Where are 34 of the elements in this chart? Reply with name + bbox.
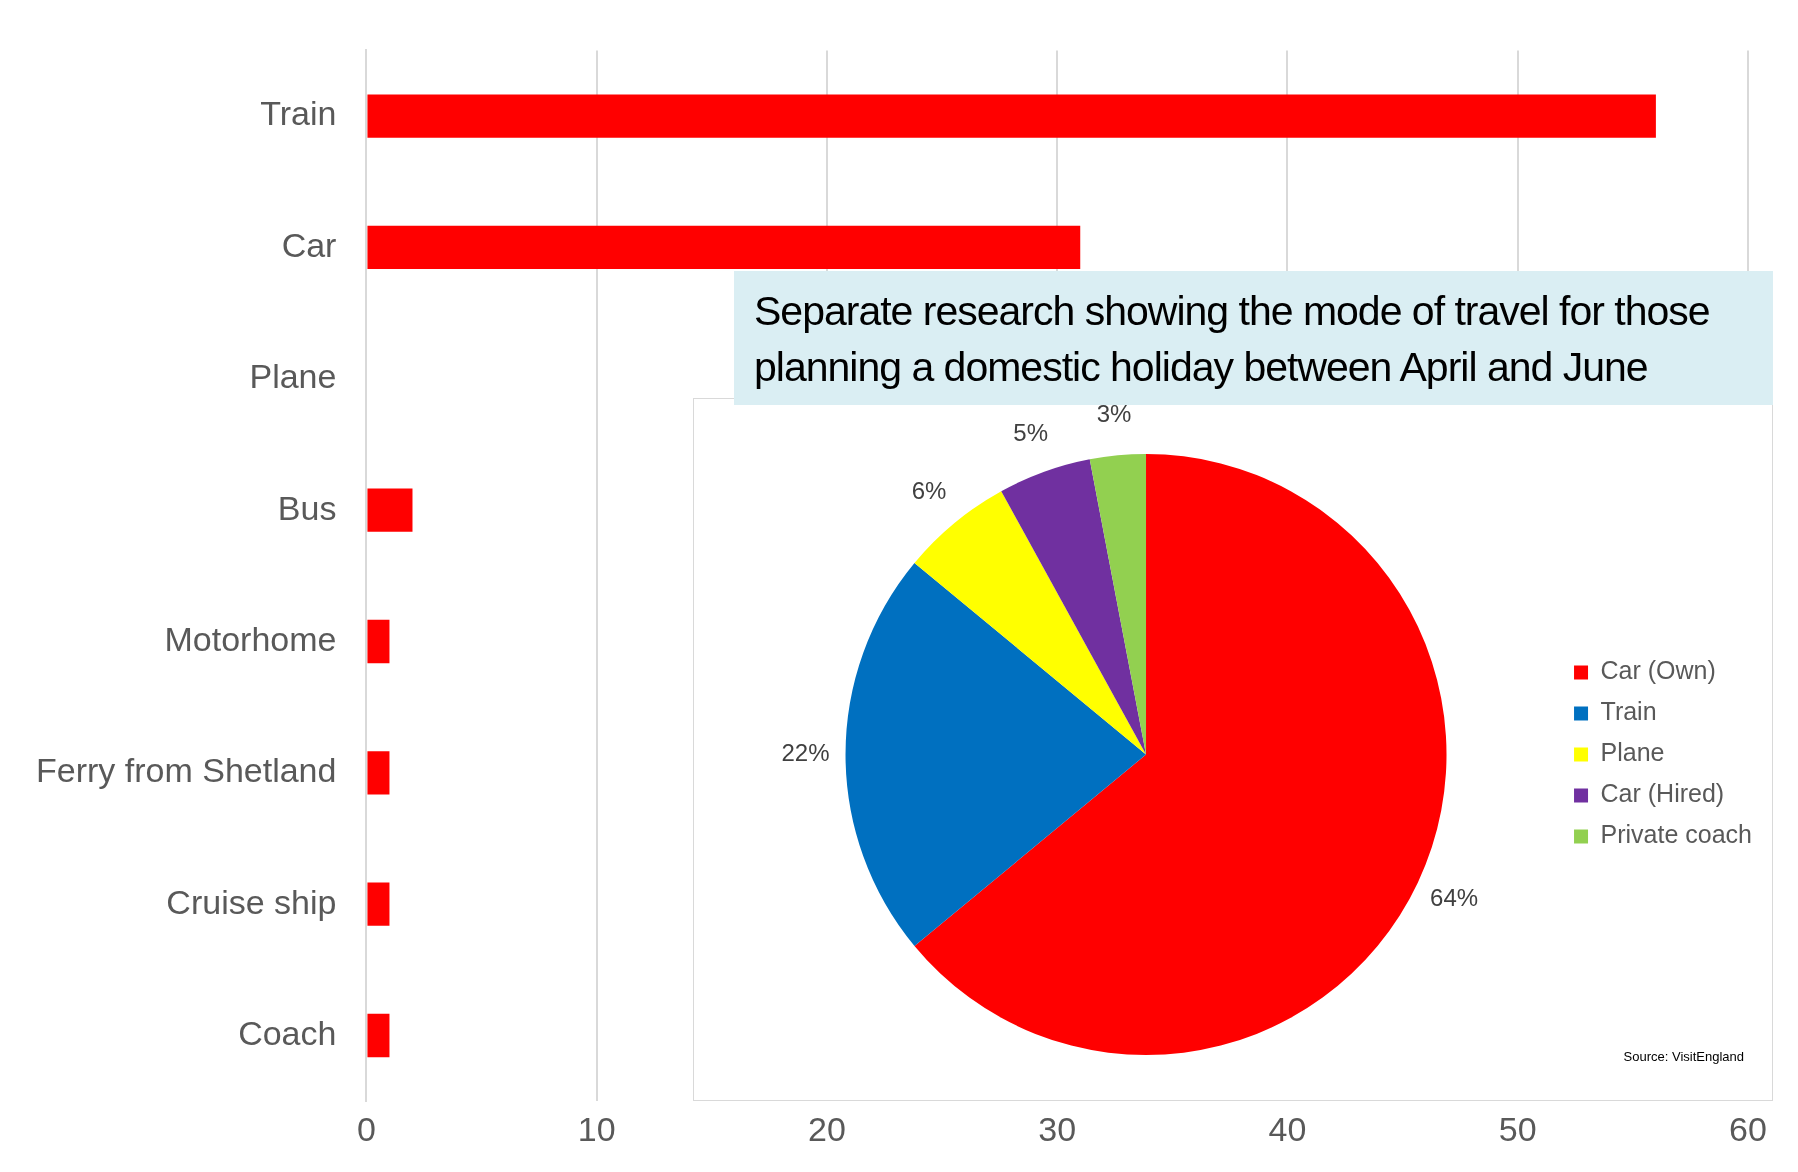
data-label: 64% [1430,884,1479,912]
legend-label: Car (Hired) [1600,779,1725,808]
y-tick-label: Train [260,94,337,133]
y-tick-label: Bus [277,488,337,527]
y-tick-label: Motorhome [164,619,337,658]
y-tick-label: Ferry from Shetland [35,751,337,790]
legend-label: Private coach [1600,820,1752,849]
bar [367,882,390,926]
bar [367,488,413,532]
legend-label: Car (Own) [1600,656,1716,685]
data-label: 6% [911,476,947,504]
x-tick-label: 0 [356,1109,376,1148]
x-tick-label: 10 [577,1109,616,1148]
bar [367,225,1081,270]
x-tick-label: 50 [1498,1109,1537,1148]
y-tick-label: Cruise ship [166,882,337,921]
x-tick-label: 30 [1038,1109,1077,1148]
chart-title: Separate research showing the mode of travel for those planning a domestic holiday between April and June [754,288,1710,390]
x-tick-label: 60 [1729,1109,1767,1148]
annotation: Source: VisitEngland [1623,1049,1744,1064]
x-tick-label: 20 [808,1109,846,1148]
bar [367,94,1656,138]
bar [367,751,390,795]
data-label: 3% [1096,400,1132,428]
x-tick-label: 40 [1268,1109,1307,1148]
y-tick-label: Plane [249,357,337,396]
data-label: 5% [1013,418,1049,446]
legend-label: Plane [1600,738,1665,767]
bar [367,619,390,664]
legend-label: Train [1600,697,1657,726]
data-label: 22% [781,739,830,767]
bar [367,1013,390,1058]
y-tick-label: Car [281,225,337,264]
y-tick-label: Coach [238,1013,337,1052]
